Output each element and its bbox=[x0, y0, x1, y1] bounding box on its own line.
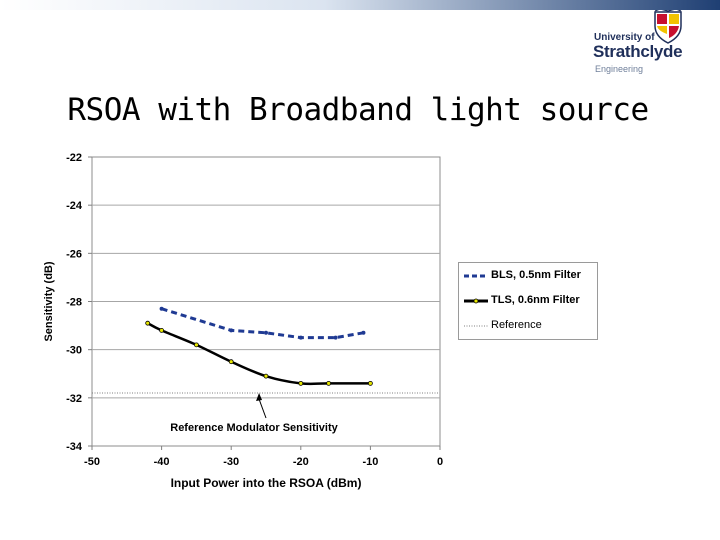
data-point-tls bbox=[326, 380, 332, 386]
y-tick-label: -26 bbox=[66, 248, 82, 260]
y-axis-title: Sensitivity (dB) bbox=[43, 261, 55, 341]
chart-legend: BLS, 0.5nm Filter TLS, 0.6nm Filter Refe… bbox=[458, 262, 598, 340]
data-point-tls bbox=[159, 327, 165, 333]
logo-line-3: Engineering bbox=[595, 64, 644, 74]
x-tick-label: -30 bbox=[223, 456, 239, 468]
data-point-bls bbox=[361, 330, 366, 335]
legend-swatch-reference bbox=[464, 325, 488, 327]
x-tick-label: -20 bbox=[293, 456, 309, 468]
legend-swatch-tls bbox=[464, 298, 488, 304]
university-logo: University of Strathclyde Engineering bbox=[590, 10, 702, 78]
data-point-tls bbox=[367, 380, 373, 386]
data-point-tls bbox=[298, 380, 304, 386]
annotation-label: Reference Modulator Sensitivity bbox=[170, 422, 338, 434]
y-tick-label: -30 bbox=[66, 345, 82, 357]
slide-title-text: RSOA with Broadband light source bbox=[67, 92, 649, 128]
top-banner bbox=[0, 0, 720, 10]
x-tick-label: -10 bbox=[362, 456, 378, 468]
y-tick-label: -28 bbox=[66, 297, 82, 309]
series-line-bls bbox=[161, 307, 364, 340]
legend-item-tls: TLS, 0.6nm Filter bbox=[463, 293, 593, 309]
x-tick-label: 0 bbox=[437, 456, 443, 468]
data-point-tls bbox=[228, 359, 234, 365]
data-point-tls bbox=[145, 320, 151, 326]
annotation-arrow bbox=[258, 398, 267, 419]
x-tick-label: -40 bbox=[154, 456, 170, 468]
legend-label-tls: TLS, 0.6nm Filter bbox=[491, 294, 580, 306]
logo-line-2: Strathclyde bbox=[593, 42, 683, 61]
legend-swatch-bls bbox=[464, 274, 488, 278]
data-point-bls bbox=[159, 306, 164, 311]
annotation-arrowhead bbox=[256, 393, 263, 402]
legend-label-bls: BLS, 0.5nm Filter bbox=[491, 269, 581, 281]
data-point-bls bbox=[298, 335, 303, 340]
series-line-tls bbox=[147, 322, 371, 386]
y-tick-label: -32 bbox=[66, 393, 82, 405]
data-point-tls bbox=[193, 342, 199, 348]
crest-icon bbox=[654, 10, 682, 44]
data-point-bls bbox=[333, 335, 338, 340]
legend-item-reference: Reference bbox=[463, 318, 593, 334]
legend-item-bls: BLS, 0.5nm Filter bbox=[463, 268, 593, 284]
y-tick-label: -34 bbox=[66, 441, 83, 453]
y-tick-label: -24 bbox=[66, 200, 83, 212]
slide-title: RSOA with Broadband light source bbox=[0, 92, 720, 128]
x-axis-title: Input Power into the RSOA (dBm) bbox=[171, 476, 362, 490]
data-point-bls bbox=[229, 328, 234, 333]
data-point-bls bbox=[264, 330, 268, 335]
y-tick-label: -22 bbox=[66, 152, 82, 164]
legend-label-reference: Reference bbox=[491, 319, 542, 331]
data-point-tls bbox=[263, 373, 269, 379]
logo-line-1: University of bbox=[594, 32, 655, 43]
x-tick-label: -50 bbox=[84, 456, 100, 468]
